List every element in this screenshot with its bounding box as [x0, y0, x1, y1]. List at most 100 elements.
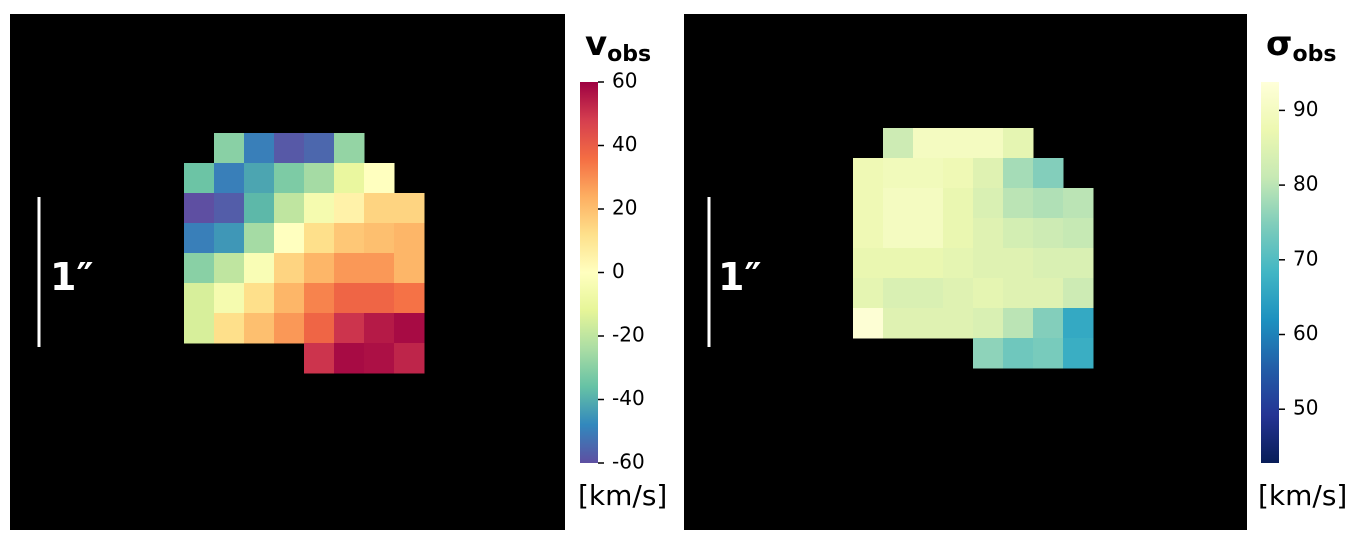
pixel [1003, 128, 1034, 159]
pixel [1033, 308, 1064, 339]
pixel [1063, 308, 1094, 339]
pixel [913, 188, 944, 219]
pixel [214, 313, 245, 344]
pixel [334, 253, 365, 284]
pixel [364, 313, 395, 344]
pixel [1003, 248, 1034, 279]
colorbar-tick-label: -60 [612, 450, 645, 474]
pixel [973, 128, 1004, 159]
pixel [913, 308, 944, 339]
pixel [304, 223, 335, 254]
pixel [214, 193, 245, 224]
pixel [1063, 278, 1094, 309]
pixel [1033, 338, 1064, 369]
pixel [943, 248, 974, 279]
pixel [274, 133, 305, 164]
pixel [304, 193, 335, 224]
pixel [364, 253, 395, 284]
colorbar-title: σobs [1266, 24, 1336, 67]
pixel [1003, 188, 1034, 219]
pixel [1063, 338, 1094, 369]
pixel [394, 313, 425, 344]
pixel [943, 128, 974, 159]
colorbar-title-symbol: v [585, 24, 607, 64]
pixel [883, 188, 914, 219]
pixel [244, 253, 275, 284]
pixel [244, 163, 275, 194]
pixel [1033, 218, 1064, 249]
pixel [214, 163, 245, 194]
pixel [184, 193, 215, 224]
pixel [1003, 308, 1034, 339]
pixel [943, 158, 974, 189]
pixel [334, 163, 365, 194]
pixel [304, 283, 335, 314]
pixel [1033, 188, 1064, 219]
pixel [364, 223, 395, 254]
pixel [853, 188, 884, 219]
pixel [853, 278, 884, 309]
colorbar-title-subscript: obs [1292, 42, 1336, 67]
colorbar-tick-label: 60 [1293, 321, 1318, 345]
pixel [883, 248, 914, 279]
colorbar-tick-label: 70 [1293, 246, 1318, 270]
pixel [184, 283, 215, 314]
colorbar-tick-label: 0 [612, 259, 625, 283]
pixel [214, 283, 245, 314]
colorbar-tick-label: 40 [612, 132, 637, 156]
pixel [394, 253, 425, 284]
colorbar [580, 82, 598, 463]
pixel [244, 223, 275, 254]
colorbar-tick-label: 60 [612, 69, 637, 93]
pixel [853, 308, 884, 339]
pixel [1063, 188, 1094, 219]
colorbar-units: [km/s] [578, 479, 667, 512]
pixel [274, 193, 305, 224]
colorbar-title: vobs [585, 24, 651, 67]
pixel [304, 253, 335, 284]
pixel [1063, 218, 1094, 249]
pixel [1033, 158, 1064, 189]
pixel [913, 278, 944, 309]
pixel [334, 223, 365, 254]
pixel [1033, 248, 1064, 279]
pixel [973, 158, 1004, 189]
pixel [1003, 218, 1034, 249]
pixel [853, 218, 884, 249]
colorbar-tick-label: -20 [612, 323, 645, 347]
pixel [304, 163, 335, 194]
pixel [973, 278, 1004, 309]
pixel [184, 223, 215, 254]
pixel [244, 283, 275, 314]
pixel [244, 133, 275, 164]
scale-bar-label: 1″ [718, 255, 761, 299]
pixel [1063, 248, 1094, 279]
pixel [883, 308, 914, 339]
pixel [334, 343, 365, 374]
colorbar-title-subscript: obs [607, 42, 651, 67]
pixel [334, 133, 365, 164]
pixel [184, 313, 215, 344]
pixel [973, 188, 1004, 219]
pixel [913, 218, 944, 249]
pixel [913, 248, 944, 279]
pixel [1033, 278, 1064, 309]
pixel [883, 128, 914, 159]
colorbar-tick-label: 20 [612, 196, 637, 220]
pixel [274, 163, 305, 194]
pixel [214, 223, 245, 254]
pixel [394, 283, 425, 314]
pixel [394, 223, 425, 254]
pixel [943, 308, 974, 339]
pixel [364, 343, 395, 374]
colorbar [1261, 82, 1279, 463]
colorbar-tick-label: 50 [1293, 396, 1318, 420]
pixel [184, 163, 215, 194]
pixel [1003, 158, 1034, 189]
pixel [1003, 278, 1034, 309]
pixel [184, 253, 215, 284]
pixel [913, 128, 944, 159]
pixel [304, 343, 335, 374]
pixel [883, 278, 914, 309]
